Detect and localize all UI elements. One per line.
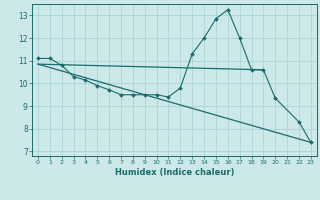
X-axis label: Humidex (Indice chaleur): Humidex (Indice chaleur) bbox=[115, 168, 234, 177]
